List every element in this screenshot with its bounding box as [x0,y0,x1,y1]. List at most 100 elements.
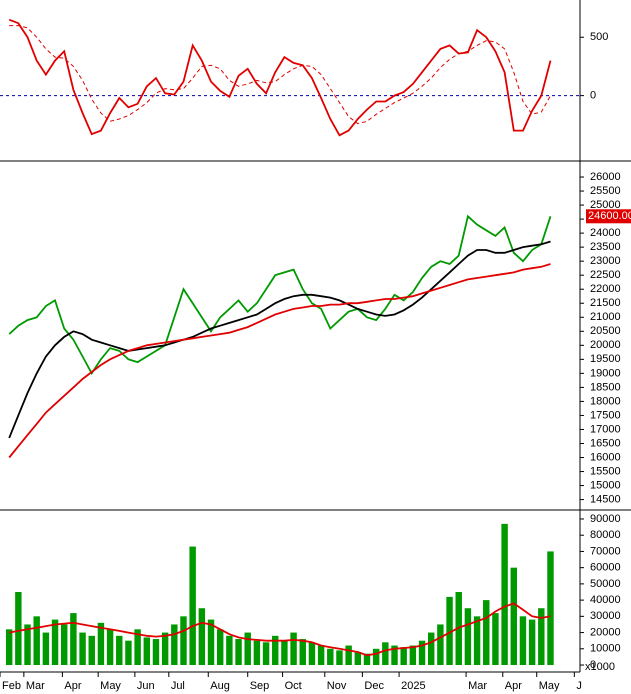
volume-bar [216,629,224,666]
y-tick-label: 21500 [590,297,621,309]
y-tick-label: 25000 [590,199,621,211]
volume-bar [106,629,114,666]
volume-bar [235,639,242,666]
volume-bar [51,619,59,666]
y-tick-label: 17000 [590,423,621,435]
x-tick-label: May [539,680,560,692]
y-tick-label: 15500 [590,465,621,477]
volume-bar [400,647,407,666]
volume-bar [290,632,297,666]
series-line [8,240,551,439]
volume-bar [207,619,215,666]
y-tick-label: 70000 [590,545,621,557]
y-tick-label: 500 [590,31,608,43]
last-price-box [586,209,631,224]
x-tick-label: Mar [468,680,487,692]
x-tick-label: 2025 [401,680,425,692]
volume-bar [42,632,50,666]
volume-bar [345,645,352,666]
volume-bar [437,624,444,666]
y-tick-label: 14500 [590,493,621,505]
volume-bar [161,632,169,666]
volume-bar [24,624,31,666]
volume-bar [189,546,196,666]
volume-bar [198,608,206,666]
volume-bar [363,653,371,666]
volume-bar [409,645,417,666]
volume-bar [372,648,380,666]
volume-bar [391,645,398,666]
volume-bar [336,650,343,666]
volume-bar [418,640,426,666]
volume-bar [483,600,490,666]
y-tick-label: 19000 [590,367,621,379]
volume-bar [262,642,270,666]
x-tick-label: Jul [171,680,185,692]
x-tick-label: Oct [285,680,302,692]
x-tick-label: Jun [137,680,155,692]
y-tick-label: 10000 [590,643,621,655]
series-line [9,602,551,657]
volume-bar [171,624,178,666]
volume-bar [88,635,95,666]
volume-bar [143,637,151,666]
series-line [9,25,551,125]
x-tick-label: Dec [364,680,384,692]
y-tick-label: 30000 [590,610,621,622]
y-tick-label: 60000 [590,562,621,574]
volume-bar [281,640,288,666]
volume-bar [79,632,86,666]
y-tick-label: 15000 [590,479,621,491]
x-tick-label: Mar [26,680,45,692]
y-tick-label: 18500 [590,381,621,393]
x-tick-label: Aug [210,680,230,692]
y-tick-label: 16000 [590,451,621,463]
volume-bar [253,640,261,666]
y-tick-label: 16500 [590,437,621,449]
x-tick-label: Nov [327,680,347,692]
y-tick-label: 18000 [590,395,621,407]
x-tick-label: Feb [2,680,21,692]
volume-bar [538,608,545,666]
y-tick-label: 80000 [590,529,621,541]
x-tick-label: Apr [505,680,522,692]
x-tick-label: J [576,680,582,692]
y-tick-label: 0 [590,90,596,102]
y-tick-label: 23500 [590,241,621,253]
volume-bar [299,639,306,666]
y-tick-label: 19500 [590,353,621,365]
volume-bar [125,640,132,666]
y-tick-label: 50000 [590,578,621,590]
x-tick-label: Sep [250,680,270,692]
y-tick-label: 21000 [590,311,621,323]
y-tick-label: 20500 [590,325,621,337]
volume-bar [464,608,472,666]
y-tick-label: 20000 [590,339,621,351]
volume-bar [97,622,105,666]
volume-bar [547,551,554,666]
y-tick-label: 23000 [590,255,621,267]
volume-bar [244,632,251,666]
volume-bar [492,613,499,666]
volume-bar [427,632,435,666]
volume-bar [473,616,481,666]
x-tick-label: May [100,680,121,692]
volume-bar [327,648,334,666]
volume-bar [5,629,13,666]
series-line [8,214,552,376]
volume-bar [501,523,508,666]
volume-bar [116,635,123,666]
y-tick-label: 40000 [590,594,621,606]
volume-bar [317,645,325,666]
volume-bar [152,639,160,666]
volume-bar [382,642,389,666]
y-tick-label: 22000 [590,283,621,295]
y-tick-label: 24000 [590,227,621,239]
volume-bar [15,592,22,666]
volume-bar [308,642,316,666]
volume-bar [528,619,536,666]
y-tick-label: 26000 [590,171,621,183]
volume-bar [510,567,517,666]
x-tick-label: Apr [64,680,81,692]
